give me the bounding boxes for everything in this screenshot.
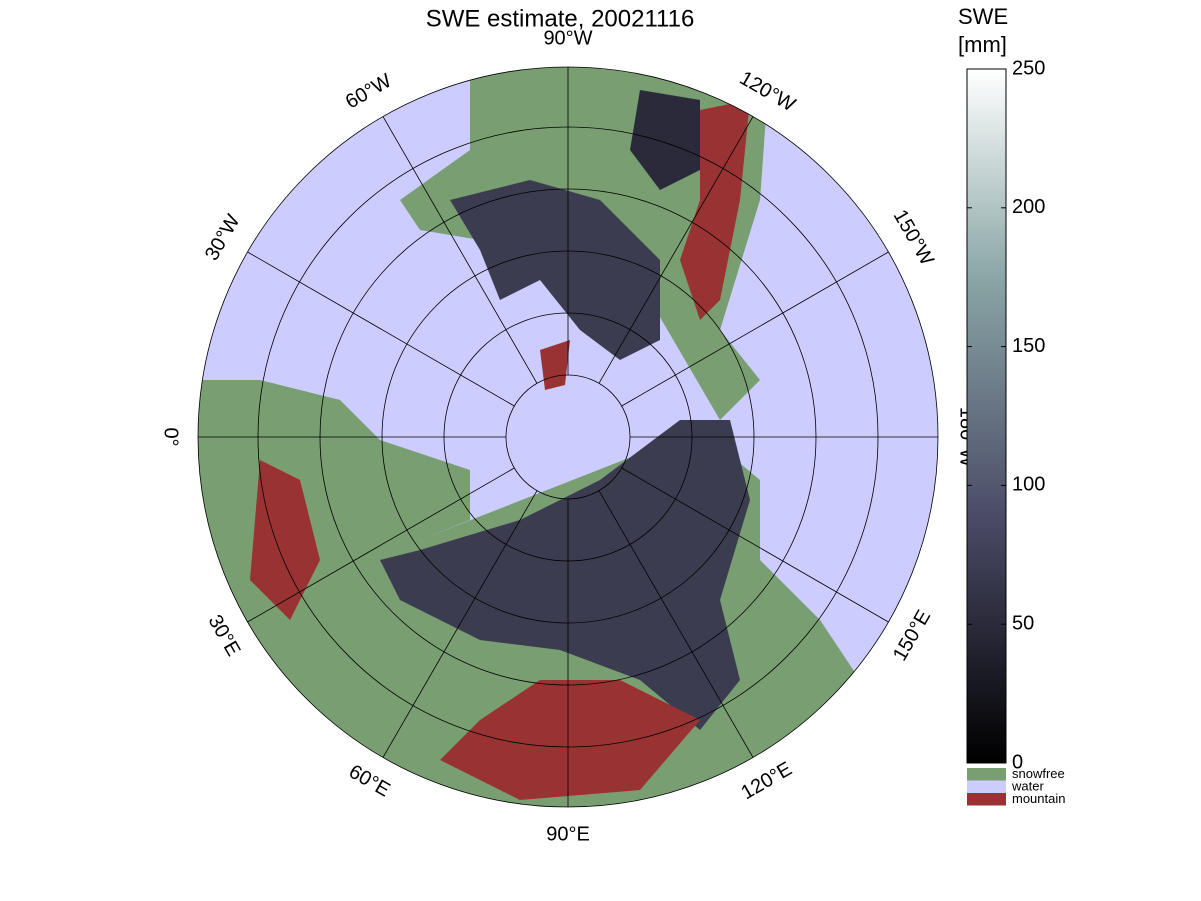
colorbar-tick-label: 200 [1012,196,1045,218]
legend-label: mountain [1012,791,1065,806]
colorbar [966,68,1007,764]
meridian [247,467,515,623]
longitude-label: 120°E [737,758,795,804]
colorbar-tick-label: 250 [1012,57,1045,79]
longitude-label: 30°E [204,611,245,660]
legend-label: water [1011,778,1044,793]
meridian [621,251,889,407]
legend-swatch [967,793,1006,806]
meridian [382,116,538,384]
longitude-label: 90°E [546,823,590,845]
map-title: SWE estimate, 20021116 [426,5,695,32]
graticule [197,66,939,808]
longitude-label: 60°E [345,761,394,802]
longitude-label: 150°E [889,606,935,664]
colorbar-tick-label: 50 [1012,612,1034,634]
colorbar-tick-label: 0 [1012,751,1023,773]
longitude-label: 0° [160,427,182,446]
longitude-label: 120°W [736,67,799,116]
meridian [598,490,754,758]
colorbar-label: SWE [958,4,1008,29]
longitude-label: 150°W [889,206,938,269]
legend-swatch [967,780,1006,793]
legend-label: snowfree [1012,766,1065,781]
meridian [382,490,538,758]
longitude-label: 30°W [201,211,245,265]
longitude-label: 90°W [543,27,592,49]
map-disk [198,67,938,807]
colorbar-label: [mm] [958,32,1007,57]
meridian [621,467,889,623]
colorbar-tick-label: 150 [1012,335,1045,357]
longitude-label: 60°W [342,70,396,114]
meridian [247,251,515,407]
meridian [598,116,754,384]
legend-swatch [967,768,1006,781]
colorbar-ticks: 0 50 100 150 200 250 [967,57,1045,773]
colorbar-tick-label: 100 [1012,474,1045,496]
